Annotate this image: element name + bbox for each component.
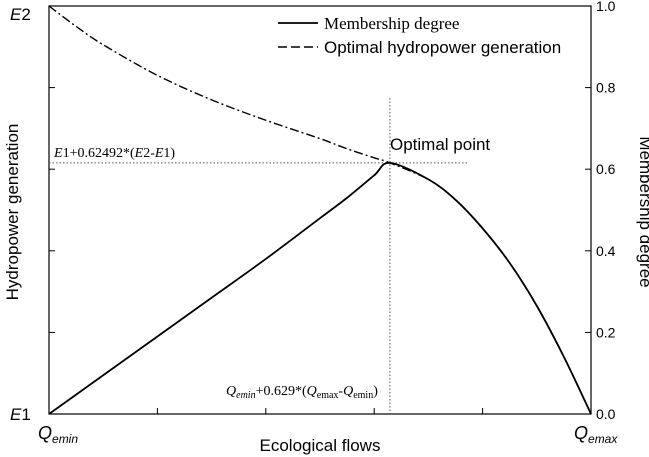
y-left-tick-label-top: E2	[10, 5, 31, 24]
bottom-axis-ticks	[48, 408, 592, 414]
legend-label-membership-degree: Membership degree	[324, 14, 459, 33]
x-annotation: Qemin+0.629*(Qemax-Qemin)	[226, 384, 378, 401]
y-left-tick-label-bottom: E1	[10, 405, 31, 424]
y-annotation: E1+0.62492*(E2-E1)	[53, 146, 175, 161]
y-right-tick-label-0: 0.0	[596, 406, 616, 422]
series-line-membership-degree	[48, 161, 592, 415]
legend: Membership degree Optimal hydropower gen…	[278, 14, 561, 57]
x-tick-label-right: Qemax	[574, 423, 618, 446]
y-left-axis-title: Hydropower generation	[3, 124, 22, 301]
left-axis-ticks	[49, 5, 55, 415]
plot-frame	[48, 5, 592, 415]
y-right-axis-title: Membership degree	[636, 136, 649, 287]
y-right-tick-label-5: 1.0	[596, 0, 616, 14]
x-axis-title: Ecological flows	[260, 436, 381, 455]
optimal-point-label: Optimal point	[390, 135, 490, 154]
y-right-tick-label-4: 0.8	[596, 80, 616, 96]
y-right-tick-label-3: 0.6	[596, 161, 616, 177]
series-line-optimal-hydropower-generation	[48, 5, 592, 415]
right-axis-ticks: 0.0 0.2 0.4 0.6 0.8 1.0	[585, 0, 616, 422]
x-tick-label-left: Qemin	[38, 423, 78, 446]
legend-label-optimal-hydropower-generation: Optimal hydropower generation	[324, 38, 561, 57]
y-right-tick-label-1: 0.2	[596, 324, 616, 340]
y-right-tick-label-2: 0.4	[596, 243, 616, 259]
